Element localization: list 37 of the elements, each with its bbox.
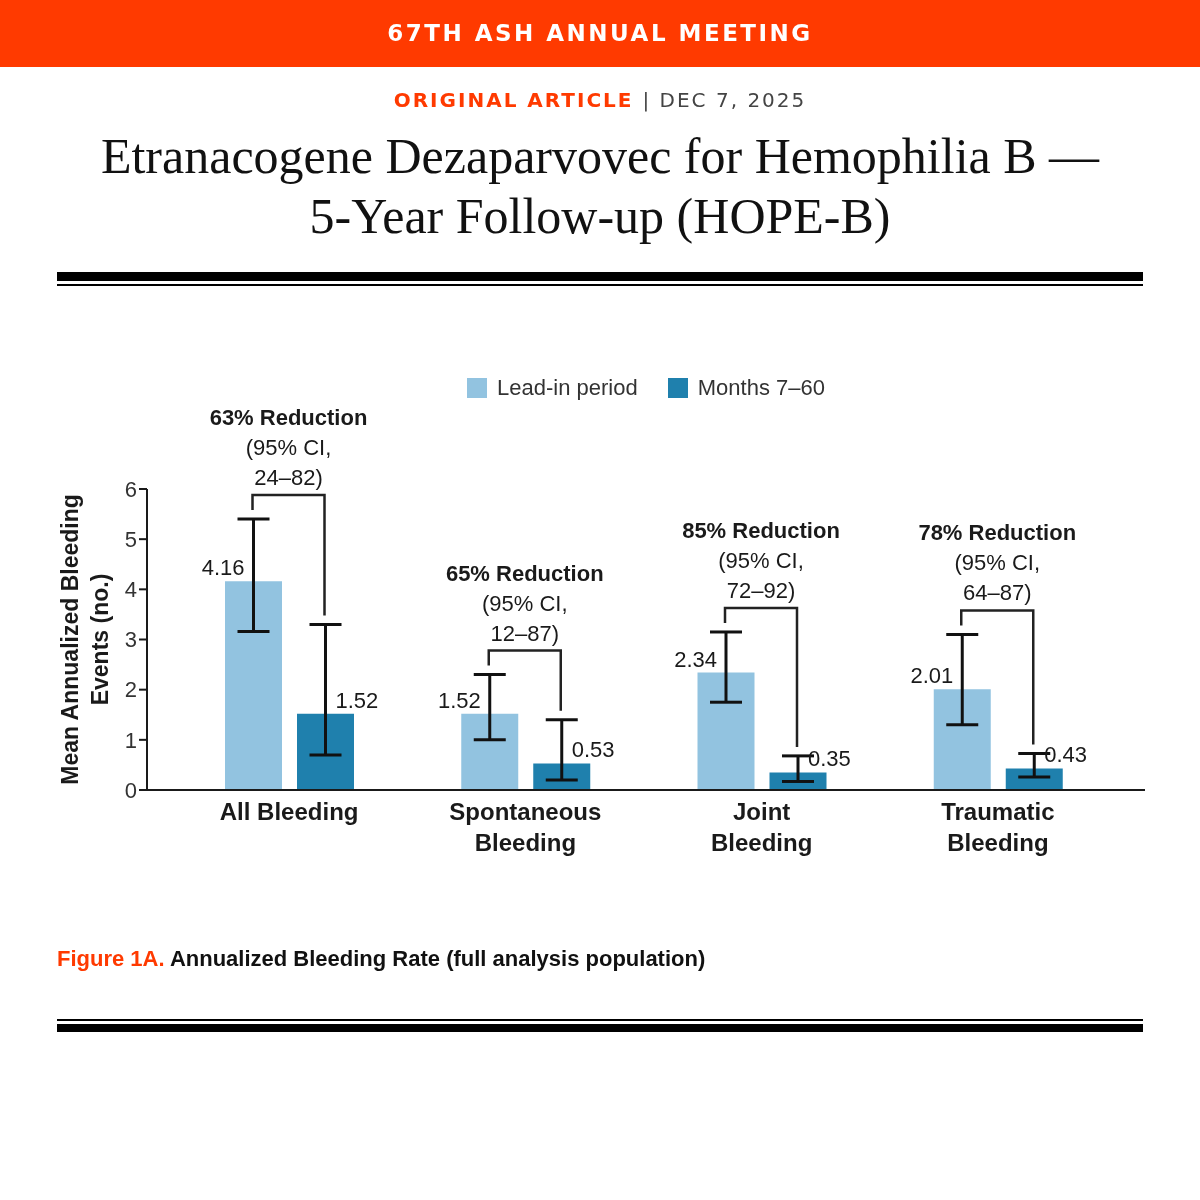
annotation: 63% Reduction (95% CI, 24–82) (209, 405, 368, 491)
y-tick-label: 4 (124, 577, 137, 603)
bar (933, 689, 991, 790)
data-label: 4.16 (201, 555, 245, 581)
bar (297, 713, 354, 790)
y-tick-label: 2 (124, 677, 137, 703)
bar (461, 713, 519, 790)
bar (697, 672, 755, 790)
data-label: 0.53 (571, 737, 615, 763)
y-tick-label: 0 (124, 777, 137, 803)
y-tick-label: 3 (124, 627, 137, 653)
data-label: 1.52 (335, 687, 379, 713)
data-label: 2.34 (674, 646, 717, 672)
data-label: 2.01 (910, 663, 954, 689)
data-label: 0.35 (808, 746, 851, 772)
y-tick-label: 6 (124, 476, 137, 502)
legend-label: Lead-in period (497, 374, 638, 402)
annotation: 85% Reduction (95% CI, 72–92) (682, 517, 840, 603)
legend-label: Months 7–60 (697, 374, 825, 402)
text: 67TH ASH ANNUAL MEETING (386, 19, 814, 48)
chart-title: Etranacogene Dezaparvovec for Hemophilia B — 5-Year Follow-up (HOPE-B) (99, 127, 1101, 246)
y-axis-title: Mean Annualized Bleeding Events (no.) (57, 494, 113, 785)
caption: Figure 1A. Annualized Bleeding Rate (full analysis population) (57, 946, 706, 971)
x-tick-label: Joint Bleeding (710, 798, 813, 856)
bar (533, 763, 591, 790)
y-tick-label: 5 (124, 526, 137, 552)
annotation: 78% Reduction (95% CI, 64–87) (918, 520, 1077, 606)
x-tick-label: All Bleeding (219, 798, 359, 825)
chart-subtitle: ORIGINAL ARTICLE | DEC 7, 2025 (393, 88, 807, 112)
x-tick-label: Traumatic Bleeding (941, 798, 1055, 856)
bar (1005, 768, 1063, 790)
x-tick-label: Spontaneous Bleeding (449, 798, 602, 856)
y-tick-label: 1 (124, 727, 137, 753)
annotation: 65% Reduction (95% CI, 12–87) (445, 560, 604, 646)
bar (225, 581, 282, 790)
data-label: 1.52 (437, 687, 481, 713)
data-label: 0.43 (1044, 742, 1088, 768)
